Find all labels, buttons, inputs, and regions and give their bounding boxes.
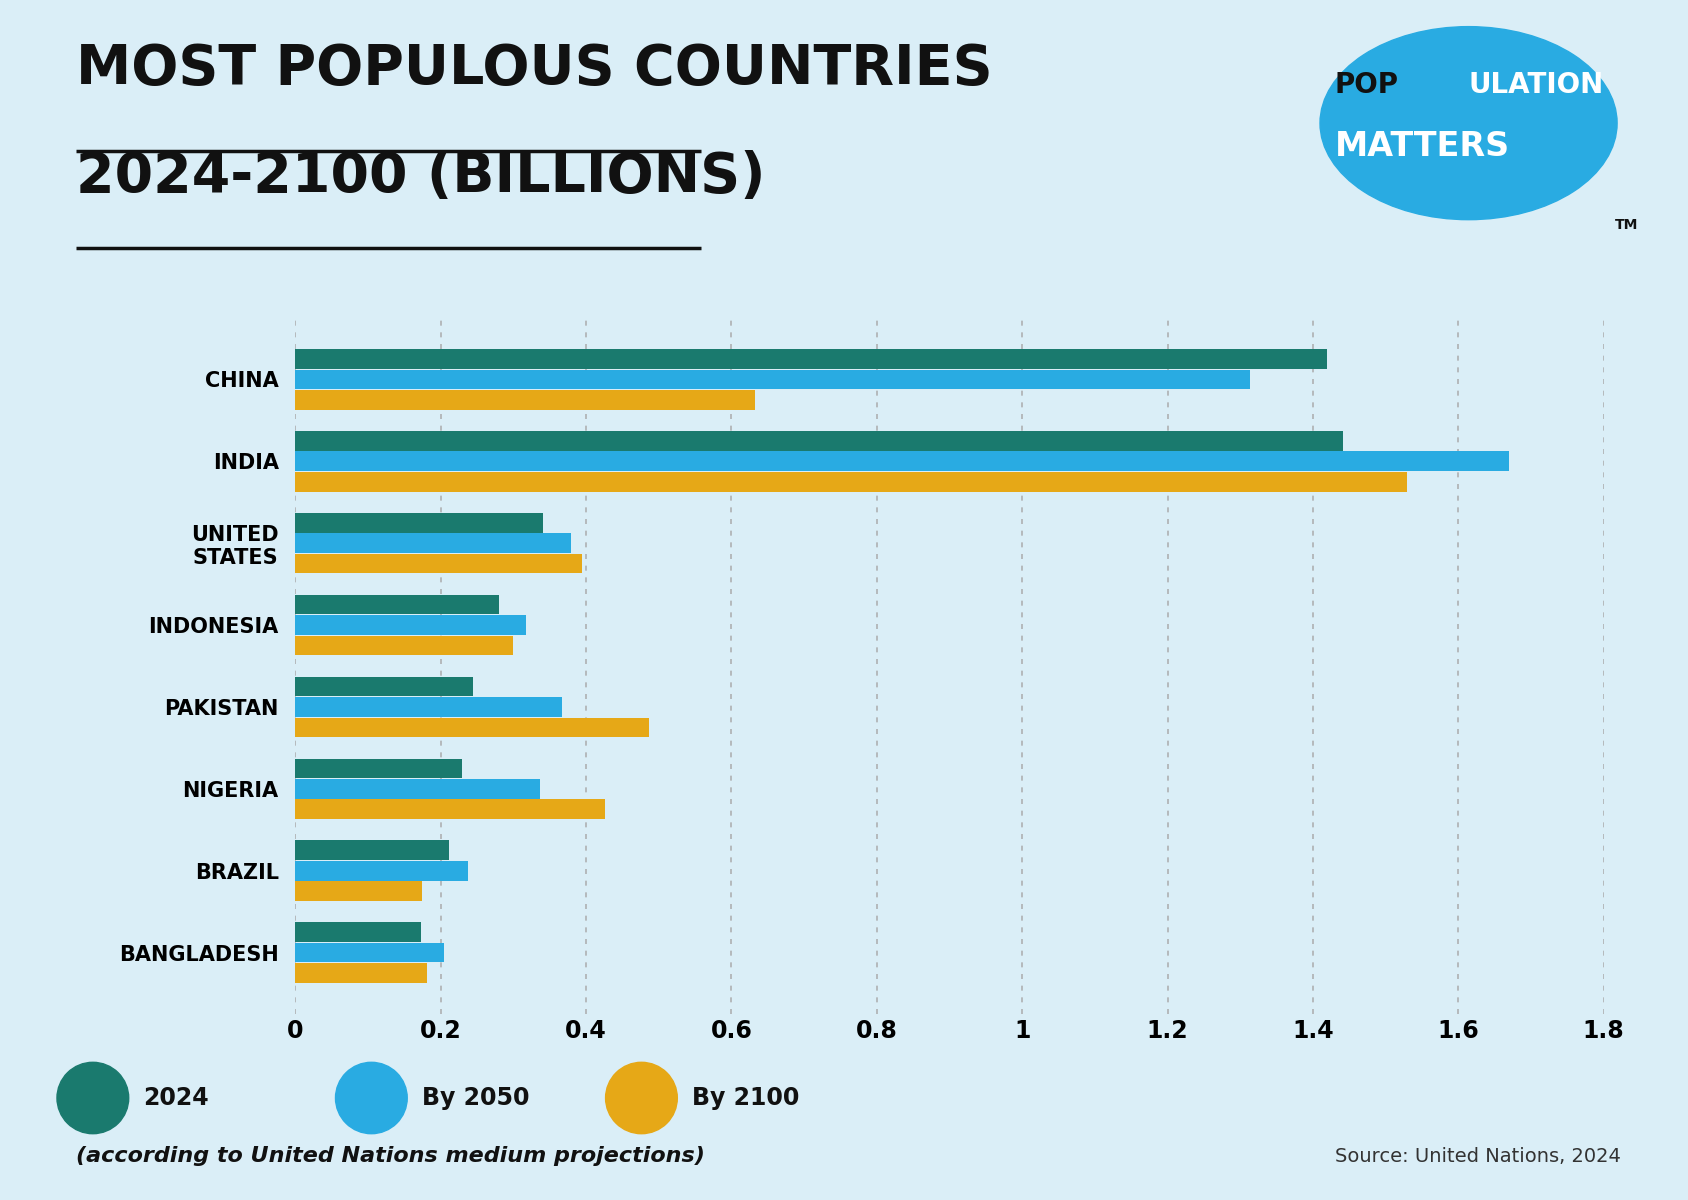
Bar: [295, 964, 427, 983]
Bar: [295, 472, 1408, 492]
Ellipse shape: [336, 1062, 407, 1134]
Text: TM: TM: [1615, 218, 1637, 232]
Ellipse shape: [606, 1062, 677, 1134]
Text: ULATION: ULATION: [1469, 71, 1604, 98]
Text: 2024: 2024: [143, 1086, 209, 1110]
Text: By 2050: By 2050: [422, 1086, 530, 1110]
Bar: [295, 451, 1509, 472]
Bar: [295, 616, 525, 635]
Bar: [295, 677, 473, 696]
Ellipse shape: [57, 1062, 128, 1134]
Text: MOST POPULOUS COUNTRIES: MOST POPULOUS COUNTRIES: [76, 42, 993, 96]
Bar: [295, 718, 650, 737]
Text: MATTERS: MATTERS: [1335, 130, 1511, 163]
Bar: [295, 943, 444, 962]
Bar: [295, 840, 449, 860]
Bar: [295, 533, 571, 553]
Bar: [295, 370, 1249, 389]
Bar: [295, 923, 420, 942]
Bar: [295, 512, 544, 533]
Bar: [295, 860, 468, 881]
Bar: [295, 390, 756, 409]
Bar: [295, 881, 422, 901]
Bar: [295, 779, 540, 799]
Bar: [295, 431, 1342, 451]
Bar: [295, 349, 1327, 368]
Text: By 2100: By 2100: [692, 1086, 800, 1110]
Bar: [295, 595, 500, 614]
Bar: [295, 697, 562, 716]
Bar: [295, 758, 463, 778]
Bar: [295, 799, 604, 820]
Text: Source: United Nations, 2024: Source: United Nations, 2024: [1335, 1147, 1620, 1166]
Text: (according to United Nations medium projections): (according to United Nations medium proj…: [76, 1146, 706, 1166]
Ellipse shape: [1320, 26, 1617, 220]
Text: 2024-2100 (BILLIONS): 2024-2100 (BILLIONS): [76, 150, 765, 204]
Bar: [295, 554, 582, 574]
Bar: [295, 636, 513, 655]
Text: POP: POP: [1335, 71, 1399, 98]
